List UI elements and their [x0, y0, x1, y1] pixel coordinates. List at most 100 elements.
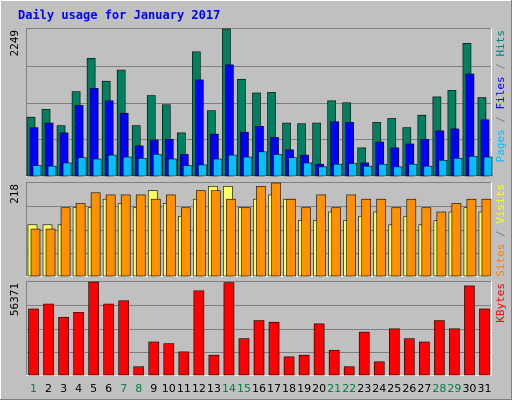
bar-kbytes-day-19	[298, 354, 310, 376]
bar-pages-day-11	[183, 165, 192, 177]
panel-hits-files-pages-legend-part-0: Pages	[494, 129, 507, 162]
bar-sites-day-23	[361, 198, 372, 277]
x-tick-label-day-20: 20	[312, 382, 326, 395]
bar-sites-day-18	[286, 198, 296, 277]
panel-hits-files-pages-legend-part-4: Hits	[494, 30, 507, 57]
x-tick-label-day-5: 5	[90, 382, 97, 395]
bar-kbytes-day-29	[449, 328, 460, 376]
bar-kbytes-day-7	[118, 300, 130, 376]
bar-pages-day-13	[213, 158, 222, 177]
panel-visits-sites-ymax-label: 218	[8, 184, 21, 204]
bar-sites-day-21	[331, 207, 341, 277]
x-tick-label-day-30: 30	[462, 382, 476, 395]
bar-sites-day-5	[90, 192, 101, 277]
bar-kbytes-day-2	[43, 303, 54, 376]
bar-kbytes-day-24	[373, 361, 385, 376]
bar-sites-day-6	[105, 194, 116, 277]
bar-sites-day-9	[150, 198, 161, 277]
x-tick-label-day-25: 25	[387, 382, 401, 395]
bar-sites-day-14	[226, 198, 236, 277]
bar-kbytes-day-3	[58, 316, 69, 376]
bar-pages-day-22	[348, 163, 357, 177]
x-tick-label-day-8: 8	[135, 382, 142, 395]
x-tick-label-day-21: 21	[327, 382, 341, 395]
bar-pages-day-29	[453, 158, 463, 177]
bar-pages-day-28	[438, 160, 448, 177]
x-tick-label-day-12: 12	[192, 382, 206, 395]
x-tick-label-day-13: 13	[207, 382, 221, 395]
x-tick-label-day-28: 28	[432, 382, 446, 395]
bar-sites-day-12	[196, 190, 206, 277]
bar-pages-day-8	[137, 158, 147, 177]
bar-pages-day-6	[107, 154, 117, 177]
bar-pages-day-26	[408, 163, 418, 177]
x-tick-label-day-17: 17	[267, 382, 281, 395]
x-tick-label-day-24: 24	[372, 382, 386, 395]
x-tick-label-day-31: 31	[477, 382, 491, 395]
bar-sites-day-2	[45, 228, 56, 277]
x-tick-label-day-23: 23	[357, 382, 371, 395]
bar-pages-day-9	[152, 154, 162, 177]
bar-pages-day-2	[47, 165, 57, 177]
bar-kbytes-day-4	[73, 312, 84, 376]
bar-pages-day-3	[62, 162, 72, 177]
panel-hits-files-pages-ymax-label: 2249	[8, 30, 21, 57]
x-tick-label-day-2: 2	[45, 382, 52, 395]
bar-pages-day-17	[273, 154, 282, 177]
bar-sites-day-3	[60, 207, 71, 277]
bar-pages-day-31	[483, 156, 493, 177]
bar-pages-day-25	[393, 166, 403, 177]
bar-pages-day-16	[258, 151, 267, 177]
bar-pages-day-20	[318, 166, 327, 177]
panel-kbytes-legend: KBytes	[494, 283, 507, 323]
bar-pages-day-30	[468, 156, 478, 177]
bar-kbytes-day-12	[193, 290, 205, 376]
bar-pages-day-23	[363, 165, 373, 177]
bar-pages-day-24	[378, 163, 388, 177]
bar-sites-day-15	[241, 207, 251, 277]
bar-sites-day-24	[376, 198, 387, 277]
bar-pages-day-27	[423, 165, 433, 177]
bar-kbytes-day-11	[178, 351, 190, 376]
x-tick-label-day-16: 16	[252, 382, 266, 395]
bar-sites-day-8	[135, 194, 146, 277]
bar-files-day-12	[195, 79, 204, 177]
panel-visits-sites-legend-part-0: Sites	[494, 244, 507, 277]
bar-sites-day-19	[301, 207, 311, 277]
bar-sites-day-1	[30, 228, 41, 277]
bar-kbytes-day-13	[208, 354, 220, 376]
x-tick-label-day-10: 10	[162, 382, 176, 395]
panel-hits-files-pages-legend-part-1: /	[494, 110, 507, 130]
bar-kbytes-day-20	[313, 323, 325, 376]
x-tick-label-day-7: 7	[120, 382, 127, 395]
bar-pages-day-21	[333, 163, 342, 177]
bar-kbytes-day-5	[88, 281, 99, 376]
bar-kbytes-day-9	[148, 341, 160, 376]
bar-sites-day-22	[346, 194, 356, 277]
bar-kbytes-day-22	[343, 366, 355, 376]
panel-kbytes-legend-part-0: KBytes	[494, 283, 507, 323]
bar-sites-day-16	[256, 186, 266, 277]
x-tick-label-day-1: 1	[30, 382, 37, 395]
bar-kbytes-day-17	[268, 321, 280, 376]
x-tick-label-day-4: 4	[75, 382, 82, 395]
bar-kbytes-day-28	[434, 320, 445, 376]
panel-kbytes-ymax-label: 56371	[8, 283, 21, 316]
bar-sites-day-30	[466, 198, 477, 277]
panel-hits-files-pages-legend-part-3: /	[494, 57, 507, 77]
x-tick-label-day-27: 27	[417, 382, 431, 395]
x-tick-label-day-9: 9	[150, 382, 157, 395]
bar-sites-day-13	[211, 190, 221, 277]
bar-kbytes-day-25	[388, 328, 400, 376]
bar-pages-day-10	[167, 158, 177, 177]
bar-sites-day-4	[75, 203, 86, 277]
bar-kbytes-day-21	[328, 349, 340, 376]
bar-kbytes-day-6	[103, 303, 114, 376]
bar-kbytes-day-18	[283, 356, 295, 376]
bar-sites-day-17	[271, 182, 281, 277]
bar-pages-day-4	[77, 157, 87, 177]
bar-pages-day-18	[288, 157, 297, 177]
x-tick-label-day-19: 19	[297, 382, 311, 395]
panel-visits-sites-legend: Sites / Visits	[494, 184, 507, 277]
